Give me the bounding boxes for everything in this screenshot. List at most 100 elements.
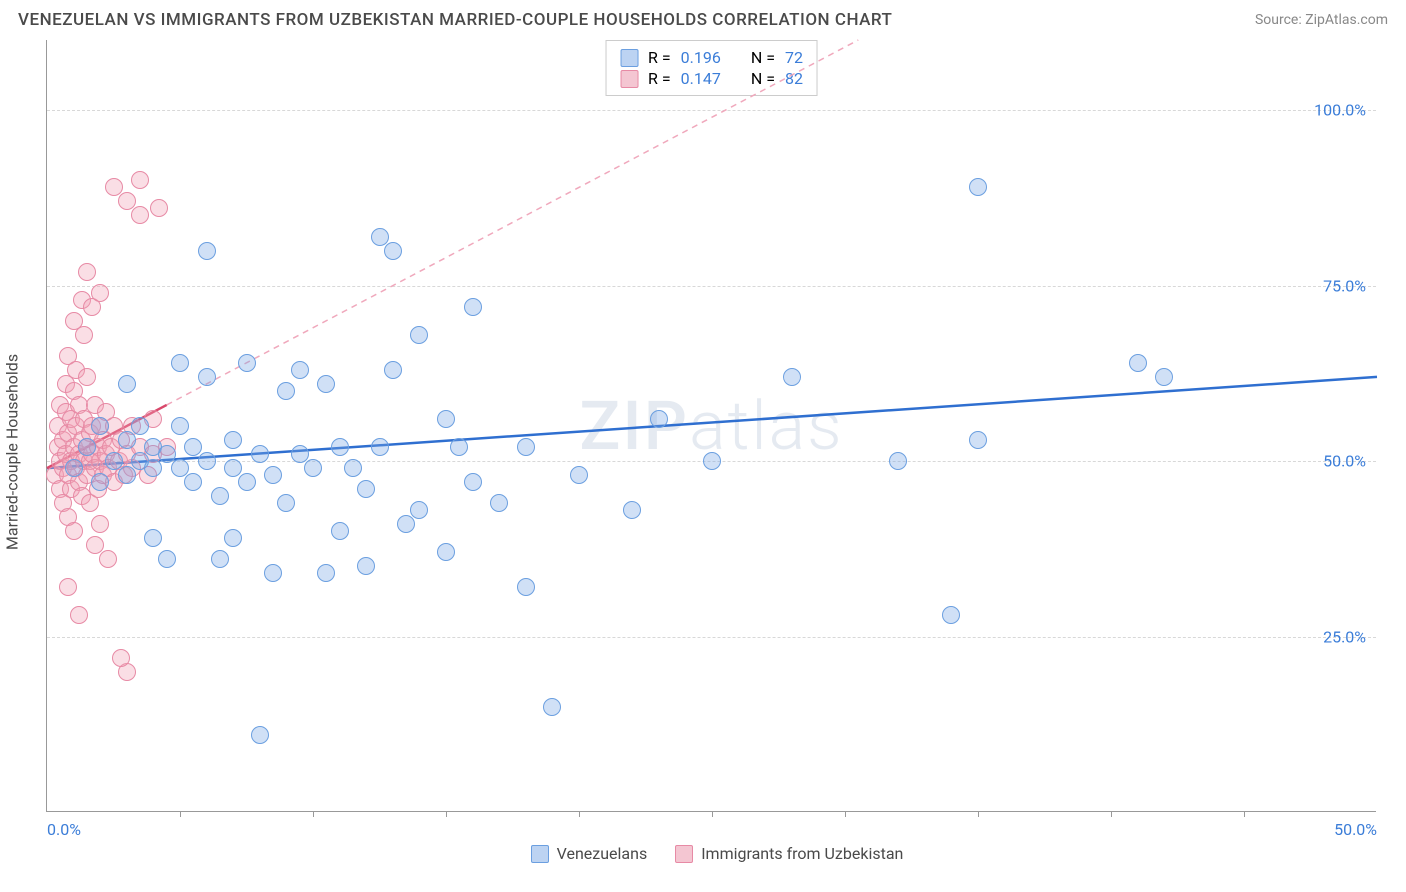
data-point	[238, 354, 256, 372]
legend-label-a: Venezuelans	[557, 844, 648, 863]
chart-header: VENEZUELAN VS IMMIGRANTS FROM UZBEKISTAN…	[0, 0, 1406, 36]
data-point	[184, 473, 202, 491]
r-label: R =	[648, 69, 671, 88]
data-point	[304, 459, 322, 477]
data-point	[86, 536, 104, 554]
series-a-swatch-icon	[531, 845, 549, 863]
data-point	[410, 326, 428, 344]
data-point	[251, 726, 269, 744]
data-point	[118, 192, 136, 210]
legend-item-b: Immigrants from Uzbekistan	[675, 844, 903, 863]
data-point	[490, 494, 508, 512]
data-point	[198, 242, 216, 260]
data-point	[78, 263, 96, 281]
data-point	[118, 375, 136, 393]
data-point	[969, 178, 987, 196]
data-point	[184, 438, 202, 456]
bottom-legend: Venezuelans Immigrants from Uzbekistan	[46, 844, 1388, 863]
data-point	[291, 445, 309, 463]
data-point	[703, 452, 721, 470]
data-point	[969, 431, 987, 449]
data-point	[198, 452, 216, 470]
data-point	[623, 501, 641, 519]
x-tick-mark	[446, 811, 447, 817]
x-tick-mark	[1244, 811, 1245, 817]
n-label: N =	[751, 48, 775, 67]
data-point	[198, 368, 216, 386]
r-value-a: 0.196	[681, 48, 721, 67]
gridline-horizontal	[47, 637, 1376, 638]
gridline-horizontal	[47, 286, 1376, 287]
y-tick-label: 25.0%	[1323, 627, 1366, 646]
data-point	[437, 543, 455, 561]
data-point	[889, 452, 907, 470]
data-point	[437, 410, 455, 428]
data-point	[112, 649, 130, 667]
data-point	[650, 410, 668, 428]
data-point	[224, 459, 242, 477]
data-point	[131, 417, 149, 435]
x-tick-mark	[978, 811, 979, 817]
n-value-a: 72	[785, 48, 803, 67]
x-tick-label: 0.0%	[47, 820, 81, 839]
x-tick-mark	[1111, 811, 1112, 817]
data-point	[942, 606, 960, 624]
legend-item-a: Venezuelans	[531, 844, 648, 863]
data-point	[75, 326, 93, 344]
data-point	[464, 298, 482, 316]
data-point	[99, 550, 117, 568]
data-point	[158, 550, 176, 568]
data-point	[517, 578, 535, 596]
data-point	[251, 445, 269, 463]
data-point	[517, 438, 535, 456]
data-point	[171, 459, 189, 477]
y-tick-label: 50.0%	[1323, 452, 1366, 471]
data-point	[78, 368, 96, 386]
gridline-horizontal	[47, 110, 1376, 111]
data-point	[543, 698, 561, 716]
y-tick-label: 75.0%	[1323, 276, 1366, 295]
n-value-b: 82	[785, 69, 803, 88]
series-b-swatch-icon	[675, 845, 693, 863]
data-point	[464, 473, 482, 491]
data-point	[144, 459, 162, 477]
data-point	[331, 522, 349, 540]
data-point	[211, 550, 229, 568]
data-point	[118, 466, 136, 484]
data-point	[211, 487, 229, 505]
data-point	[224, 529, 242, 547]
data-point	[783, 368, 801, 386]
data-point	[78, 438, 96, 456]
y-axis-label: Married-couple Households	[3, 353, 22, 549]
data-point	[357, 480, 375, 498]
data-point	[331, 438, 349, 456]
data-point	[238, 473, 256, 491]
data-point	[371, 228, 389, 246]
n-label: N =	[751, 69, 775, 88]
data-point	[317, 375, 335, 393]
data-point	[384, 242, 402, 260]
x-tick-mark	[845, 811, 846, 817]
data-point	[91, 284, 109, 302]
chart-title: VENEZUELAN VS IMMIGRANTS FROM UZBEKISTAN…	[18, 10, 892, 30]
data-point	[371, 438, 389, 456]
data-point	[118, 431, 136, 449]
data-point	[357, 557, 375, 575]
data-point	[131, 171, 149, 189]
data-point	[317, 564, 335, 582]
y-tick-label: 100.0%	[1314, 101, 1366, 120]
x-tick-mark	[180, 811, 181, 817]
data-point	[570, 466, 588, 484]
data-point	[105, 452, 123, 470]
data-point	[59, 578, 77, 596]
data-point	[65, 522, 83, 540]
stats-row-a: R = 0.196 N = 72	[620, 47, 803, 68]
legend-label-b: Immigrants from Uzbekistan	[701, 844, 903, 863]
data-point	[277, 494, 295, 512]
series-b-swatch-icon	[620, 70, 638, 88]
data-point	[70, 606, 88, 624]
data-point	[171, 417, 189, 435]
data-point	[144, 529, 162, 547]
data-point	[91, 417, 109, 435]
data-point	[344, 459, 362, 477]
